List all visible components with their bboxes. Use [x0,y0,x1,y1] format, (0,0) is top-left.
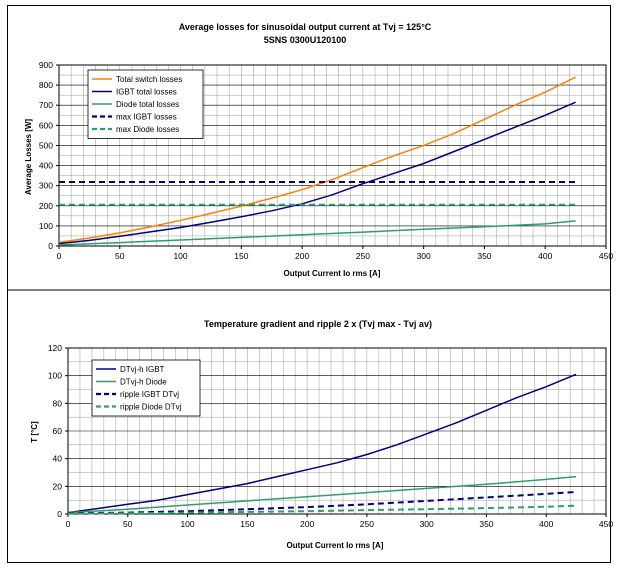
y-tick-label: 60 [53,426,63,436]
x-tick-label: 0 [66,519,71,529]
chart2-title: Temperature gradient and ripple 2 x (Tvj… [204,319,432,329]
chart1-subtitle: 5SNS 0300U120100 [264,35,347,45]
x-tick-label: 100 [173,251,187,261]
y-tick-label: 300 [39,181,53,191]
legend-label: Diode total losses [116,100,179,109]
chart1-xlabel: Output Current Io rms [A] [284,269,381,278]
legend-label: DTvj-h IGBT [120,365,165,374]
series-line-1 [58,76,576,244]
legend-label: IGBT total losses [116,88,177,97]
x-tick-label: 450 [599,251,613,261]
y-tick-label: 200 [39,201,53,211]
x-tick-label: 400 [538,251,552,261]
chart2-ylabel: T [°C] [30,421,39,443]
x-tick-label: 200 [295,251,309,261]
chart2-xlabel: Output Current Io rms [A] [287,541,384,550]
plot-area-border [58,64,607,247]
legend-label: ripple IGBT DTvj [120,390,179,399]
x-tick-label: 400 [539,519,553,529]
legend-label: max Diode losses [116,125,179,134]
y-tick-label: 700 [39,100,53,110]
x-tick-label: 50 [123,519,133,529]
x-tick-label: 150 [234,251,248,261]
chart1-plot: 0 50 100 150 200 250 300 350 400 450 0 100 200 300 400… [39,60,614,261]
chart1-ylabel: Average Losses [W] [24,119,33,196]
y-tick-label: 600 [39,120,53,130]
series-line-1 [67,373,577,514]
legend-label: DTvj-h Diode [120,378,167,387]
series-line-3 [58,220,576,246]
x-tick-label: 350 [479,519,493,529]
y-tick-label: 80 [53,398,63,408]
chart2-plot: 0 50 100 150 200 250 300 350 400 450 0 20 40 60 80 100 1… [48,343,614,529]
chart1-title: Average losses for sinusoidal output cur… [179,22,432,32]
y-tick-label: 120 [48,343,62,353]
x-tick-label: 0 [57,251,62,261]
legend-label: Total switch losses [116,75,182,84]
x-tick-label: 200 [300,519,314,529]
x-tick-label: 350 [477,251,491,261]
y-tick-label: 800 [39,80,53,90]
y-tick-label: 100 [39,221,53,231]
y-tick-label: 900 [39,60,53,70]
series-line-2 [58,101,576,245]
series-line-2 [67,475,577,514]
x-tick-label: 250 [356,251,370,261]
y-tick-label: 40 [53,454,63,464]
x-tick-label: 250 [360,519,374,529]
y-tick-label: 400 [39,161,53,171]
x-tick-label: 50 [115,251,125,261]
x-tick-label: 150 [240,519,254,529]
legend-label: ripple Diode DTvj [120,403,182,412]
legend-label: max IGBT losses [116,113,177,122]
x-tick-label: 100 [180,519,194,529]
x-tick-label: 450 [599,519,613,529]
x-tick-label: 300 [417,251,431,261]
y-tick-label: 100 [48,371,62,381]
y-tick-label: 20 [53,481,63,491]
x-tick-label: 300 [420,519,434,529]
y-tick-label: 0 [48,241,53,251]
y-tick-label: 0 [57,509,62,519]
y-tick-label: 500 [39,140,53,150]
